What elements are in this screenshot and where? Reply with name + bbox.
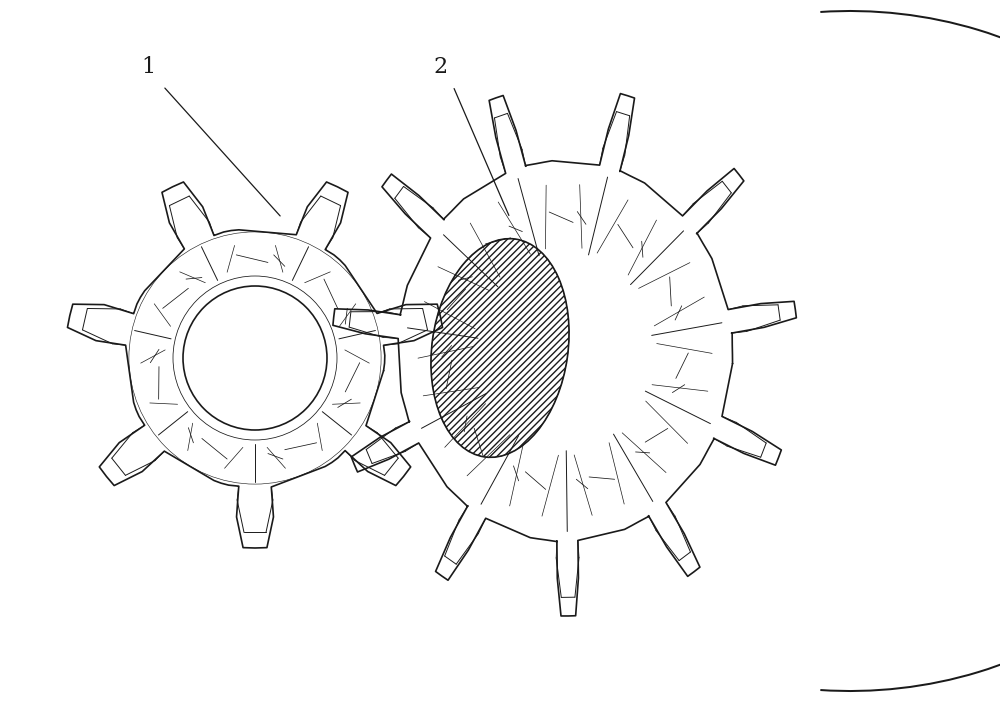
Text: 2: 2 xyxy=(433,56,447,78)
Text: 1: 1 xyxy=(141,56,155,78)
